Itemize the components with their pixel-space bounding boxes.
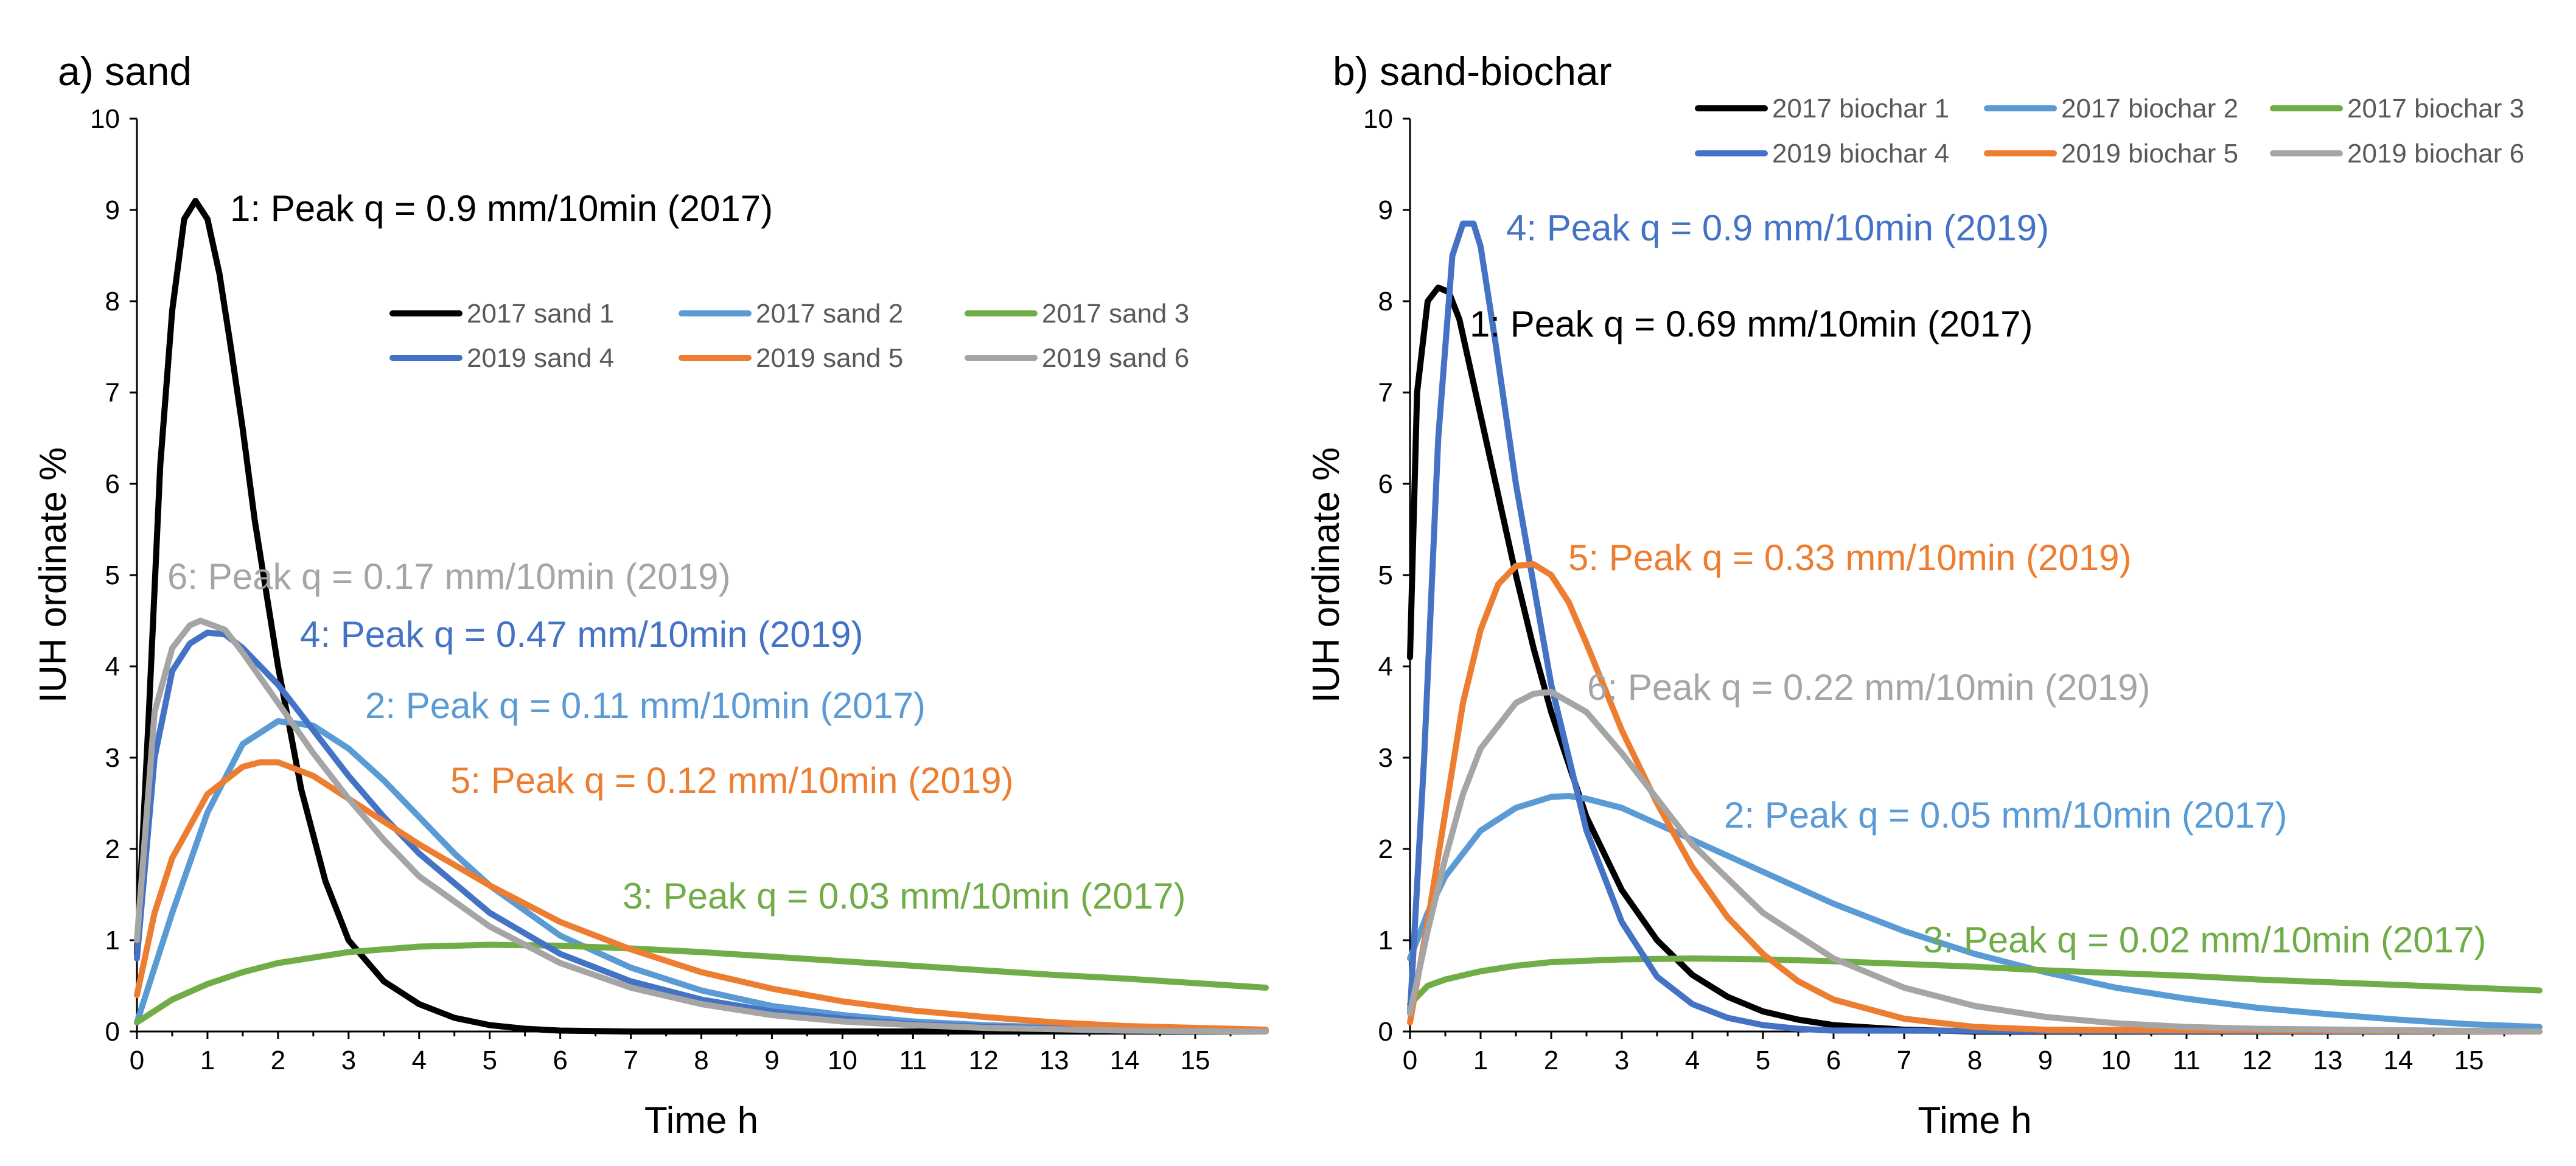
legend-label: 2017 biochar 2 (2061, 94, 2238, 124)
x-tick-label: 3 (341, 1046, 356, 1075)
series-line-2019-biochar-6 (1407, 689, 2543, 1035)
x-tick-label: 14 (2384, 1046, 2414, 1075)
legend-label: 2019 biochar 6 (2347, 139, 2524, 169)
peak-annotation: 1: Peak q = 0.9 mm/10min (2017) (230, 188, 773, 229)
series-line-2017-sand-1 (134, 198, 1269, 1035)
peak-annotation: 6: Peak q = 0.22 mm/10min (2019) (1587, 667, 2151, 708)
x-tick-label: 10 (828, 1046, 857, 1075)
x-tick-label: 15 (2454, 1046, 2484, 1075)
y-tick-label: 1 (105, 926, 120, 955)
x-tick-label: 5 (1756, 1046, 1770, 1075)
x-tick-label: 7 (1897, 1046, 1911, 1075)
y-tick-label: 6 (105, 469, 120, 499)
x-tick-label: 13 (2313, 1046, 2343, 1075)
x-tick-label: 9 (764, 1046, 779, 1075)
y-axis-label: IUH ordinate % (32, 447, 74, 703)
x-tick-label: 4 (1685, 1046, 1700, 1075)
y-tick-label: 0 (1378, 1017, 1393, 1047)
series-line-2017-biochar-2 (1407, 793, 2543, 1030)
legend-label: 2017 biochar 3 (2347, 94, 2524, 124)
y-tick-label: 5 (1378, 560, 1393, 590)
x-tick-label: 2 (271, 1046, 285, 1075)
y-tick-label: 9 (105, 195, 120, 225)
peak-annotation: 2: Peak q = 0.05 mm/10min (2017) (1724, 795, 2288, 836)
y-tick-label: 3 (1378, 743, 1393, 773)
x-tick-label: 4 (412, 1046, 427, 1075)
y-tick-label: 4 (105, 652, 120, 682)
legend-label: 2019 sand 5 (756, 343, 903, 373)
legend-label: 2019 sand 6 (1042, 343, 1189, 373)
y-tick-label: 7 (105, 378, 120, 408)
legend-label: 2017 biochar 1 (1772, 94, 1949, 124)
peak-annotation: 6: Peak q = 0.17 mm/10min (2019) (167, 556, 731, 597)
x-tick-label: 0 (130, 1046, 144, 1075)
y-tick-label: 2 (105, 834, 120, 864)
legend-label: 2019 biochar 4 (1772, 139, 1949, 169)
y-tick-label: 4 (1378, 652, 1393, 682)
legend-label: 2017 sand 2 (756, 299, 903, 329)
peak-annotation: 1: Peak q = 0.69 mm/10min (2017) (1470, 304, 2033, 344)
y-tick-label: 2 (1378, 834, 1393, 864)
x-tick-label: 2 (1544, 1046, 1559, 1075)
peak-annotation: 3: Peak q = 0.02 mm/10min (2017) (1923, 920, 2487, 960)
x-axis-label: Time h (644, 1100, 758, 1142)
y-tick-label: 8 (105, 287, 120, 316)
peak-annotation: 5: Peak q = 0.33 mm/10min (2019) (1568, 537, 2132, 578)
x-tick-label: 15 (1181, 1046, 1210, 1075)
y-tick-label: 0 (105, 1017, 120, 1047)
y-tick-label: 9 (1378, 195, 1393, 225)
y-tick-label: 10 (90, 104, 120, 134)
legend-label: 2017 sand 1 (467, 299, 614, 329)
series-line-2019-biochar-4 (1407, 220, 2543, 1035)
x-tick-label: 11 (2173, 1046, 2201, 1075)
peak-annotation: 5: Peak q = 0.12 mm/10min (2019) (450, 760, 1014, 801)
y-tick-label: 10 (1363, 104, 1393, 134)
x-tick-label: 6 (1826, 1046, 1841, 1075)
legend-label: 2019 biochar 5 (2061, 139, 2238, 169)
x-tick-label: 7 (623, 1046, 638, 1075)
peak-annotation: 2: Peak q = 0.11 mm/10min (2017) (365, 685, 926, 726)
y-tick-label: 5 (105, 560, 120, 590)
x-tick-label: 8 (694, 1046, 708, 1075)
x-tick-label: 12 (2243, 1046, 2272, 1075)
y-tick-label: 7 (1378, 378, 1393, 408)
x-tick-label: 1 (200, 1046, 215, 1075)
series-line-2017-biochar-3 (1407, 955, 2543, 1007)
peak-annotation: 3: Peak q = 0.03 mm/10min (2017) (623, 876, 1186, 916)
x-tick-label: 0 (1403, 1046, 1417, 1075)
chart-title: b) sand-biochar (1333, 49, 1612, 94)
y-tick-label: 1 (1378, 926, 1393, 955)
legend-label: 2019 sand 4 (467, 343, 614, 373)
x-tick-label: 5 (482, 1046, 497, 1075)
y-axis-label: IUH ordinate % (1305, 447, 1347, 703)
x-tick-label: 14 (1110, 1046, 1140, 1075)
series-line-2019-sand-6 (134, 618, 1269, 1035)
peak-annotation: 4: Peak q = 0.9 mm/10min (2019) (1506, 208, 2049, 248)
x-tick-label: 11 (899, 1046, 927, 1075)
peak-annotation: 4: Peak q = 0.47 mm/10min (2019) (300, 614, 864, 655)
y-tick-label: 6 (1378, 469, 1393, 499)
series-line-2017-sand-3 (134, 941, 1269, 1025)
x-tick-label: 6 (553, 1046, 567, 1075)
y-tick-label: 3 (105, 743, 120, 773)
x-tick-label: 9 (2038, 1046, 2053, 1075)
x-tick-label: 1 (1473, 1046, 1488, 1075)
x-tick-label: 3 (1614, 1046, 1629, 1075)
legend-label: 2017 sand 3 (1042, 299, 1189, 329)
series-line-2019-biochar-5 (1407, 561, 2543, 1035)
x-axis-label: Time h (1918, 1100, 2031, 1142)
y-tick-label: 8 (1378, 287, 1393, 316)
x-tick-label: 12 (969, 1046, 999, 1075)
chart-title: a) sand (58, 49, 192, 94)
x-tick-label: 10 (2101, 1046, 2131, 1075)
x-tick-label: 8 (1967, 1046, 1982, 1075)
x-tick-label: 13 (1039, 1046, 1069, 1075)
series-line-2019-sand-5 (134, 759, 1269, 1033)
